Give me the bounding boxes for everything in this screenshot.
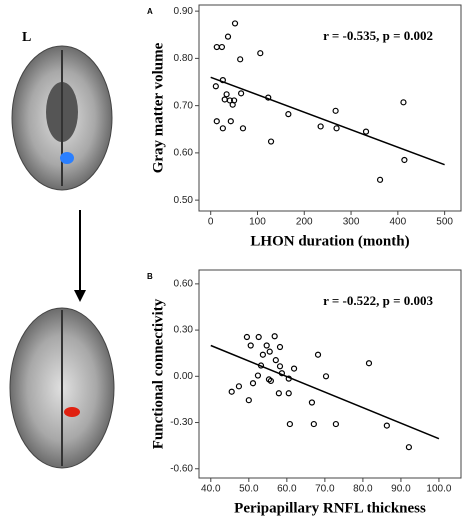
point [254,372,262,379]
point [223,91,230,98]
point [235,383,243,390]
point [219,77,226,84]
point [290,365,298,372]
x-tick-label: 100 [249,217,266,228]
point [317,123,324,130]
point [332,420,339,428]
point [267,138,275,145]
point [227,118,234,125]
point [263,342,270,349]
x-tick-label: 0 [208,217,214,228]
point [228,388,235,395]
y-tick-label: -0.30 [170,417,193,428]
point [405,444,413,451]
x-tick-label: 300 [343,217,360,228]
point [265,94,272,101]
point [314,351,322,358]
point [243,333,251,341]
point [266,348,273,355]
point [285,390,292,397]
point [212,83,219,90]
x-tick-label: 100.0 [426,484,451,495]
point [278,370,285,377]
point [286,420,293,428]
point [224,33,232,40]
point [333,125,340,132]
y-tick-label: 0.60 [174,148,194,159]
point [376,176,384,183]
point [322,373,330,380]
trend-line [210,344,440,440]
point [259,351,266,358]
point [213,118,220,125]
annotation: r = -0.535, p = 0.002 [323,28,433,43]
x-tick-label: 70.0 [315,484,335,495]
point [383,422,390,429]
point [229,101,236,108]
point [276,343,284,351]
arrow [74,210,86,302]
panel-label: B [147,272,153,281]
point [362,128,370,135]
point [401,156,408,164]
point [219,125,226,132]
point [267,377,274,385]
point [275,390,282,397]
y-tick-label: 0.80 [174,53,194,64]
point [231,20,239,27]
x-tick-label: 50.0 [239,484,259,495]
x-tick-label: 500 [436,217,453,228]
y-tick-label: 0.50 [174,195,194,206]
trend-line [210,76,445,166]
y-tick-label: 0.70 [174,100,194,111]
point [285,375,292,382]
point [245,397,252,404]
brain-axial-lower [9,307,115,469]
panel-label: A [147,7,153,16]
x-tick-label: 40.0 [201,484,221,495]
x-tick-label: 400 [389,217,406,228]
y-tick-label: -0.60 [170,463,193,474]
point [285,111,292,118]
point [400,99,407,106]
y-tick-label: 0.90 [174,6,194,17]
plot-frame [198,4,462,212]
annotation: r = -0.522, p = 0.003 [323,293,433,308]
point [247,342,254,349]
y-axis-title: Gray matter volume [150,42,166,173]
point [365,360,373,367]
y-tick-label: 0.30 [174,325,194,336]
point [272,357,279,364]
x-tick-label: 200 [296,217,313,228]
point [221,96,228,103]
x-axis-title: LHON duration (month) [250,233,409,249]
y-tick-label: 0.60 [174,279,194,290]
x-tick-label: 90.0 [391,484,411,495]
point [257,362,265,369]
point [238,90,245,97]
point [332,107,339,114]
side-label: L [22,30,31,45]
point [257,50,264,57]
point [276,363,284,370]
point [218,43,226,51]
point [271,333,278,340]
point [310,420,317,428]
point [213,43,220,51]
point [249,380,257,387]
x-tick-label: 80.0 [353,484,373,495]
point [239,125,247,132]
plot-frame [198,269,462,479]
brain-axial [11,45,113,191]
x-axis-title: Peripapillary RNFL thickness [234,500,426,516]
x-tick-label: 60.0 [277,484,297,495]
y-tick-label: 0.00 [174,371,194,382]
point [308,399,316,406]
point [237,56,244,63]
y-axis-title: Functional connectivity [150,298,166,449]
point [255,333,262,341]
point [226,97,233,104]
